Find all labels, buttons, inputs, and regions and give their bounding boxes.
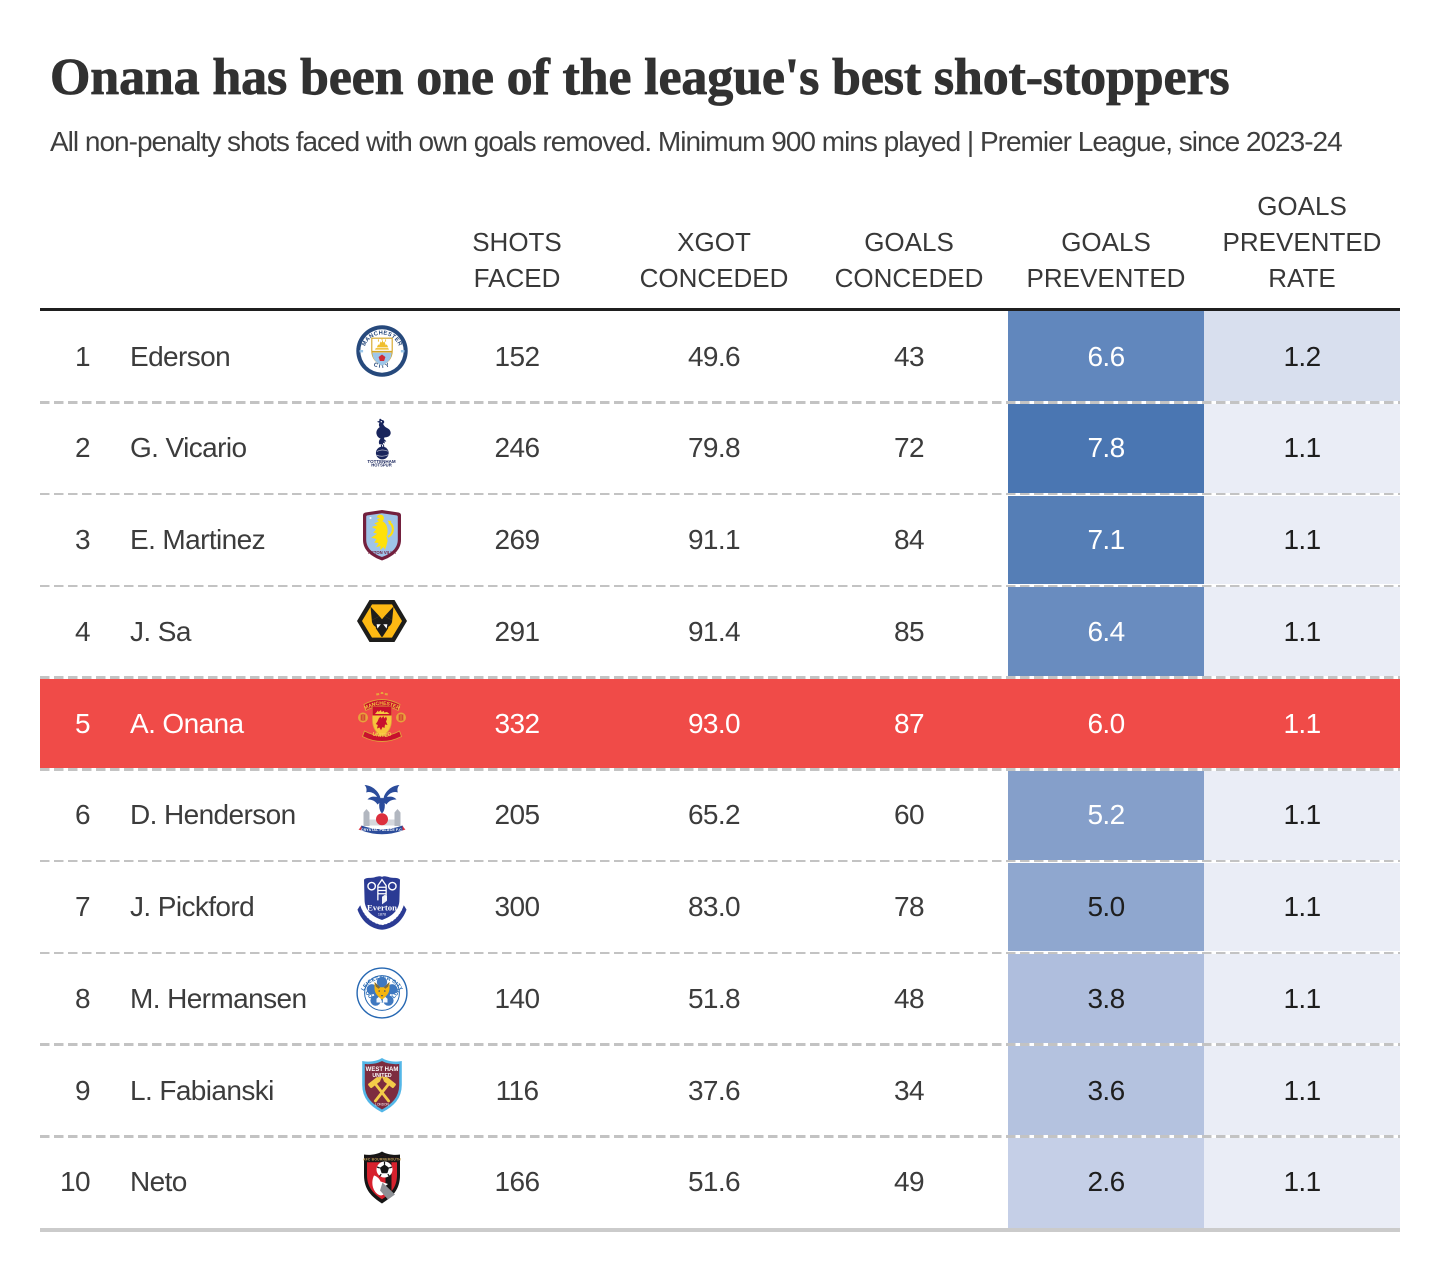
svg-text:Everton: Everton <box>367 902 397 912</box>
svg-text:1878: 1878 <box>378 912 386 916</box>
svg-text:WEST HAM: WEST HAM <box>366 1067 399 1073</box>
svg-text:AFC BOURNEMOUTH: AFC BOURNEMOUTH <box>363 1157 401 1161</box>
svg-text:CITY: CITY <box>373 362 392 370</box>
svg-text:ASTON VILLA: ASTON VILLA <box>368 549 396 554</box>
svg-text:LONDON: LONDON <box>375 1103 389 1107</box>
svg-text:UNITED: UNITED <box>372 1073 392 1079</box>
svg-text:CRYSTAL PALACE F.C.: CRYSTAL PALACE F.C. <box>361 828 403 832</box>
svg-text:UNITED: UNITED <box>372 732 393 739</box>
svg-text:HOTSPUR: HOTSPUR <box>371 462 391 467</box>
svg-text:TOTTENHAM: TOTTENHAM <box>367 459 395 464</box>
